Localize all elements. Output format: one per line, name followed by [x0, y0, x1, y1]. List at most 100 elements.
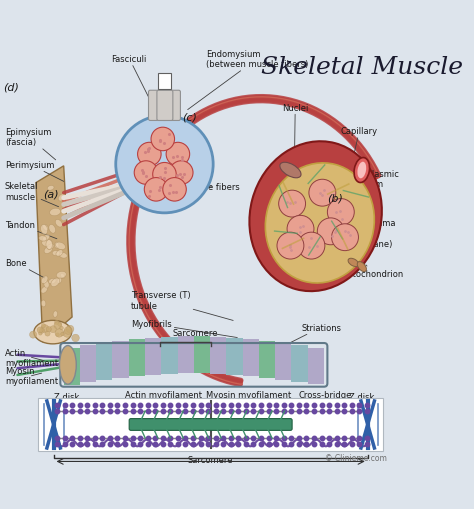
Circle shape: [116, 116, 213, 213]
Circle shape: [55, 329, 64, 337]
Circle shape: [170, 161, 193, 185]
Ellipse shape: [50, 209, 61, 216]
Circle shape: [39, 328, 45, 333]
Ellipse shape: [357, 262, 366, 272]
Text: (b): (b): [327, 193, 343, 203]
Text: Nuclei: Nuclei: [282, 103, 309, 147]
Circle shape: [298, 233, 325, 260]
Text: Cross-bridge: Cross-bridge: [299, 390, 352, 405]
Bar: [178, 337, 194, 374]
Ellipse shape: [44, 281, 49, 289]
Ellipse shape: [41, 276, 48, 284]
Ellipse shape: [354, 158, 370, 183]
Ellipse shape: [51, 278, 60, 287]
Ellipse shape: [47, 186, 54, 191]
Ellipse shape: [59, 253, 67, 259]
Ellipse shape: [265, 163, 374, 284]
FancyBboxPatch shape: [157, 91, 173, 121]
Text: Actin
myofilament: Actin myofilament: [5, 348, 58, 367]
Ellipse shape: [49, 279, 56, 284]
Circle shape: [37, 327, 43, 333]
Circle shape: [58, 323, 62, 327]
Text: Capillary: Capillary: [341, 127, 378, 162]
Text: Myofibrils: Myofibrils: [131, 320, 237, 338]
Text: Fasciculi: Fasciculi: [111, 54, 153, 107]
Circle shape: [60, 327, 63, 330]
Ellipse shape: [53, 311, 57, 318]
Ellipse shape: [280, 163, 301, 179]
Ellipse shape: [357, 162, 366, 179]
FancyBboxPatch shape: [129, 419, 292, 431]
Bar: [210, 337, 227, 374]
Text: Muscle fibers: Muscle fibers: [184, 183, 239, 192]
Bar: [243, 340, 259, 376]
Ellipse shape: [46, 240, 53, 250]
Bar: [64, 348, 80, 385]
Circle shape: [144, 178, 168, 202]
Ellipse shape: [56, 250, 63, 257]
Ellipse shape: [44, 246, 53, 254]
Circle shape: [72, 334, 79, 342]
Circle shape: [45, 331, 50, 336]
Bar: [80, 346, 96, 383]
Text: (c): (c): [182, 112, 197, 122]
Circle shape: [64, 327, 72, 335]
Bar: [129, 340, 145, 377]
Ellipse shape: [47, 244, 54, 250]
Text: Striations: Striations: [280, 323, 341, 348]
Ellipse shape: [41, 287, 47, 294]
Bar: [194, 336, 210, 374]
Text: Actin myofilament: Actin myofilament: [125, 390, 202, 404]
Ellipse shape: [34, 321, 72, 344]
Circle shape: [309, 180, 336, 207]
Circle shape: [287, 216, 314, 243]
Bar: [292, 346, 308, 382]
Ellipse shape: [55, 220, 63, 228]
Circle shape: [277, 233, 304, 260]
Bar: [145, 338, 161, 375]
Text: Sarcomere: Sarcomere: [188, 456, 233, 464]
Circle shape: [41, 325, 49, 333]
Text: Sarcomere: Sarcomere: [173, 328, 219, 341]
Bar: [38, 398, 383, 451]
Ellipse shape: [41, 225, 47, 235]
Ellipse shape: [49, 225, 55, 234]
Ellipse shape: [58, 194, 65, 202]
Circle shape: [279, 191, 306, 218]
Circle shape: [38, 332, 42, 335]
Text: (a): (a): [43, 189, 58, 199]
Text: M line: M line: [201, 409, 226, 418]
Text: Sarcolemma
(plasma
membrane): Sarcolemma (plasma membrane): [343, 219, 396, 248]
Polygon shape: [36, 166, 72, 343]
Ellipse shape: [249, 142, 382, 292]
Bar: [259, 341, 275, 378]
Circle shape: [29, 331, 36, 338]
Bar: [112, 342, 129, 378]
Circle shape: [61, 332, 64, 336]
Circle shape: [166, 143, 190, 166]
Ellipse shape: [41, 300, 46, 307]
Circle shape: [317, 218, 344, 245]
Bar: [96, 343, 112, 380]
Text: Skeletal Muscle: Skeletal Muscle: [261, 56, 463, 79]
Bar: [227, 338, 243, 375]
Ellipse shape: [56, 272, 66, 278]
Text: Myosin myofilament: Myosin myofilament: [207, 390, 292, 404]
Bar: [158, 74, 171, 90]
Circle shape: [54, 322, 62, 330]
Circle shape: [55, 321, 59, 325]
Circle shape: [163, 178, 186, 202]
FancyBboxPatch shape: [162, 91, 181, 121]
Bar: [161, 337, 178, 374]
Ellipse shape: [43, 225, 48, 231]
Circle shape: [151, 128, 174, 151]
Text: © Clinieme.com: © Clinieme.com: [325, 454, 387, 462]
Text: (d): (d): [3, 82, 18, 92]
Text: Titin filament: Titin filament: [228, 441, 283, 450]
Ellipse shape: [42, 240, 53, 247]
Circle shape: [66, 326, 74, 333]
Circle shape: [41, 324, 46, 328]
Text: Bone: Bone: [5, 259, 45, 278]
Circle shape: [332, 224, 358, 251]
Ellipse shape: [57, 278, 62, 284]
